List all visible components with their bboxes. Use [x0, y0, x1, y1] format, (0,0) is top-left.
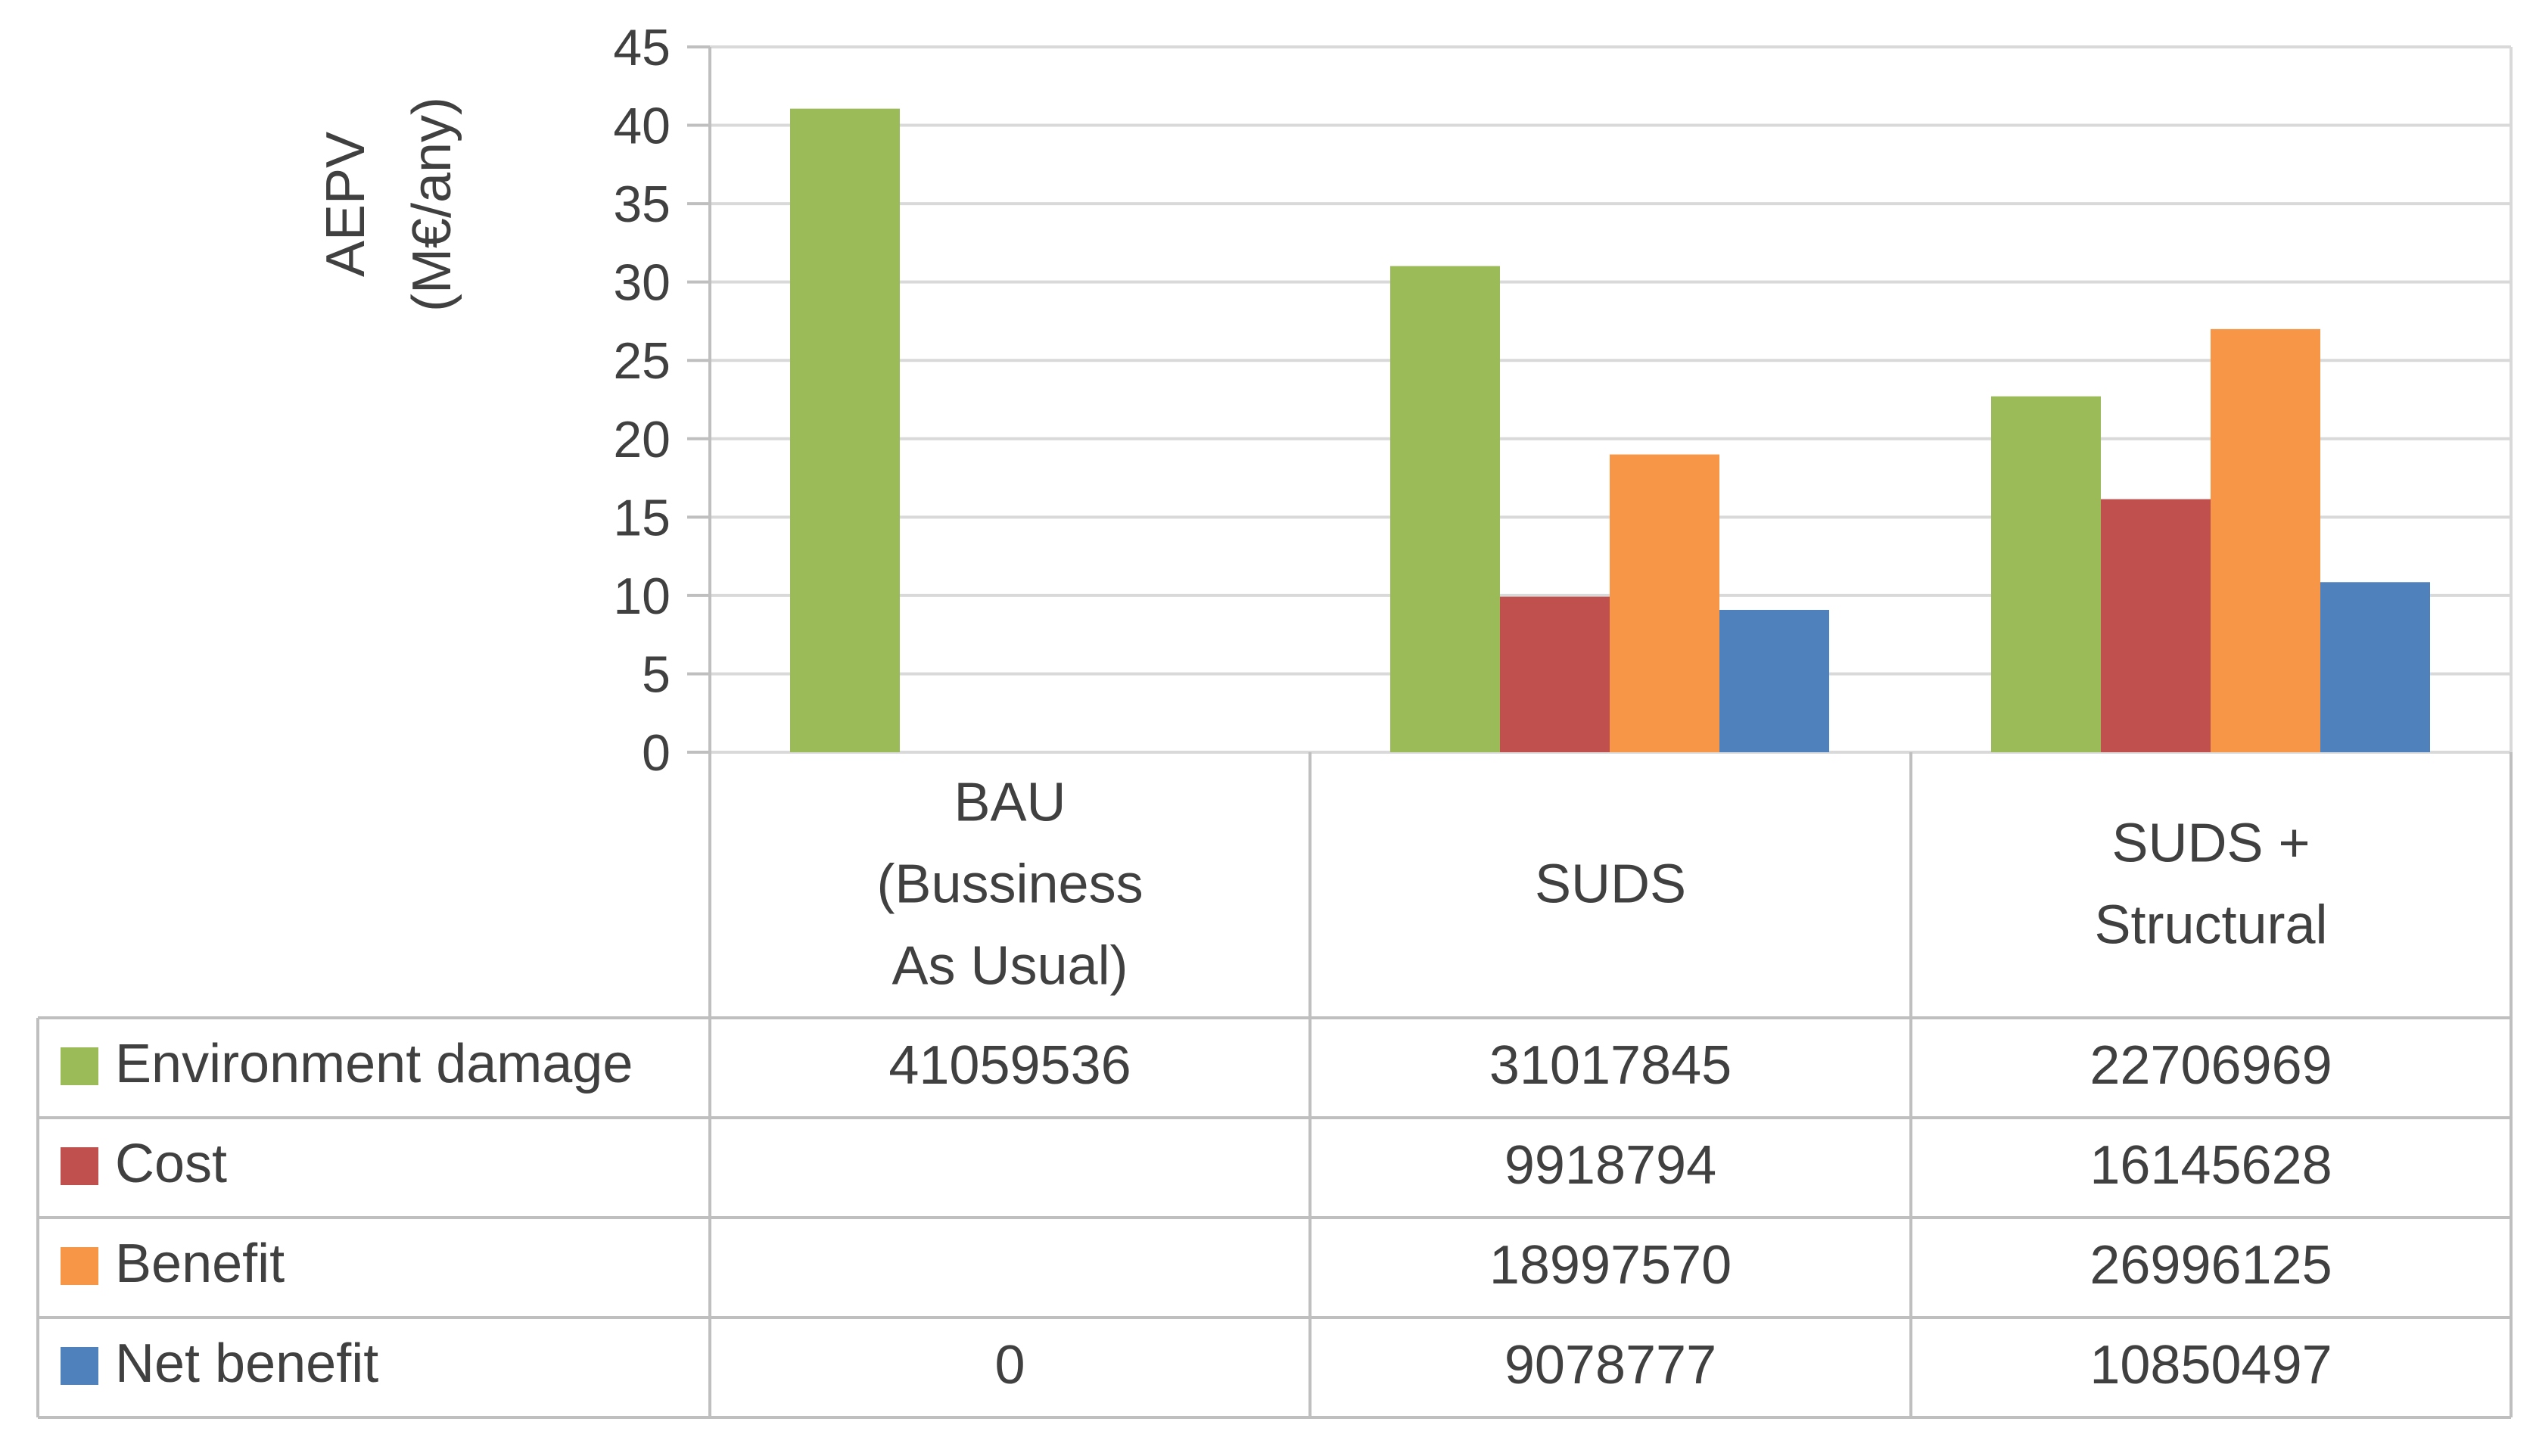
category-label: BAU [954, 773, 1066, 833]
category-label: SUDS [1535, 854, 1686, 915]
bar-net-benefit [1719, 609, 1829, 752]
table-value: 22706969 [2089, 1035, 2332, 1096]
bar-environment-damage [790, 108, 900, 752]
bar-environment-damage [1991, 396, 2101, 752]
bar-net-benefit [2320, 582, 2430, 752]
category-label: SUDS + [2111, 814, 2310, 874]
legend-key-net-benefit [61, 1347, 98, 1385]
bar-benefit [1610, 454, 1719, 752]
axes [687, 45, 711, 754]
bar-benefit [2211, 328, 2320, 752]
y-tick-labels: 0 5 10 15 20 25 30 35 40 45 [613, 19, 671, 782]
table-value: 0 [994, 1335, 1025, 1395]
bar-cost [2101, 499, 2211, 752]
bars [790, 108, 2430, 753]
table-value: 10850497 [2089, 1335, 2332, 1395]
y-tick-label: 40 [613, 98, 671, 155]
gridlines [710, 45, 2513, 754]
y-tick-label: 25 [613, 332, 671, 390]
data-table: BAU (Bussiness As Usual) SUDS SUDS + Structur… [36, 752, 2513, 1419]
legend-key-benefit [61, 1247, 98, 1285]
table-value: 9078777 [1504, 1335, 1716, 1395]
legend-label: Net benefit [115, 1333, 378, 1394]
table-value: 18997570 [1489, 1235, 1732, 1296]
y-tick-label: 45 [613, 19, 671, 76]
y-axis-label: AEPV (M€/any) [316, 97, 462, 312]
y-axis-label-line: (M€/any) [402, 97, 462, 312]
category-label: (Bussiness [876, 854, 1143, 915]
y-tick-label: 10 [613, 568, 671, 625]
legend-label: Benefit [115, 1234, 285, 1294]
bar-cost [1500, 596, 1610, 752]
table-value: 41059536 [888, 1035, 1131, 1096]
y-tick-label: 5 [642, 646, 671, 703]
legend-key-cost [61, 1147, 98, 1185]
legend-label: Environment damage [115, 1034, 633, 1094]
y-tick-label: 35 [613, 176, 671, 233]
table-value: 16145628 [2089, 1135, 2332, 1196]
category-label: As Usual) [891, 936, 1128, 997]
table-value: 26996125 [2089, 1235, 2332, 1296]
legend-key-environment-damage [61, 1047, 98, 1085]
y-tick-label: 30 [613, 254, 671, 312]
y-tick-label: 20 [613, 411, 671, 468]
y-tick-label: 15 [613, 489, 671, 546]
bar-environment-damage [1390, 266, 1500, 753]
table-value: 9918794 [1504, 1135, 1716, 1196]
category-label: Structural [2094, 895, 2327, 956]
legend-label: Cost [115, 1134, 227, 1194]
table-value: 31017845 [1489, 1035, 1732, 1096]
y-tick-label: 0 [642, 724, 671, 782]
y-axis-label-line: AEPV [316, 132, 376, 277]
